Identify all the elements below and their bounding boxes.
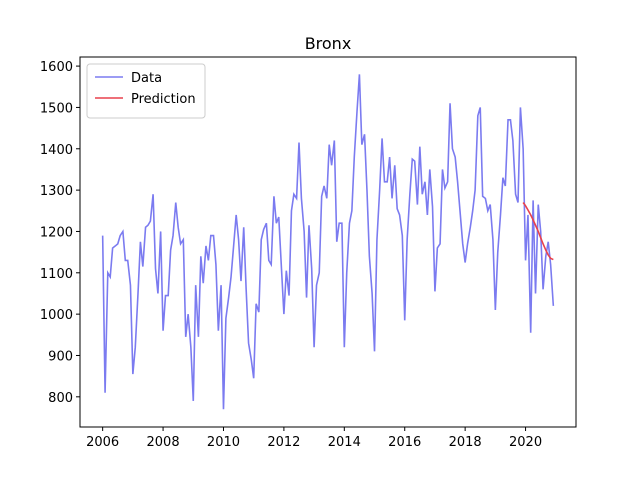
x-tick-label: 2012 (267, 435, 300, 450)
x-tick-label: 2010 (207, 435, 240, 450)
y-tick-label: 900 (48, 349, 73, 364)
x-tick-label: 2016 (388, 435, 421, 450)
legend-label: Data (131, 71, 162, 86)
x-tick-label: 2020 (509, 435, 542, 450)
legend-label: Prediction (131, 92, 196, 107)
data-line (522, 202, 554, 261)
y-tick-label: 1000 (40, 308, 73, 323)
y-tick-label: 1400 (40, 143, 73, 158)
x-tick-label: 2008 (147, 435, 180, 450)
y-tick-label: 800 (48, 391, 73, 406)
y-tick-label: 1300 (40, 184, 73, 199)
y-tick-label: 1600 (40, 60, 73, 75)
axes-frame (79, 56, 577, 428)
x-tick-label: 2014 (328, 435, 361, 450)
y-tick-label: 1200 (40, 225, 73, 240)
legend: Data Prediction (86, 63, 206, 119)
y-tick-label: 1500 (40, 101, 73, 116)
data-line (101, 74, 555, 410)
y-tick-label: 1100 (40, 267, 73, 282)
chart-title: Bronx (305, 34, 352, 53)
x-tick-label: 2018 (449, 435, 482, 450)
x-tick-label: 2006 (86, 435, 119, 450)
